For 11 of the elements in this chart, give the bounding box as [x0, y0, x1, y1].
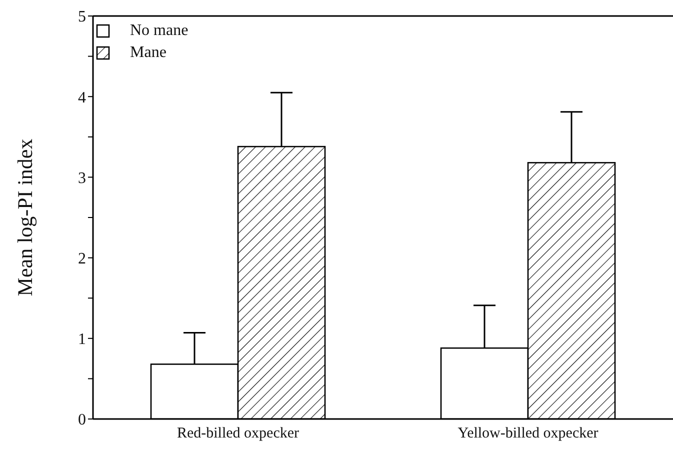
y-tick-label: 3	[78, 170, 86, 187]
y-tick-label: 2	[78, 250, 86, 268]
y-axis-title: Mean log-PI index	[13, 138, 37, 296]
legend-label: No mane	[130, 21, 188, 41]
x-tick-label: Yellow-billed oxpecker	[458, 426, 598, 442]
y-tick-label: 4	[78, 89, 86, 106]
y-tick-label: 0	[78, 412, 86, 429]
y-tick-label: 1	[78, 331, 86, 348]
x-tick-label: Red-billed oxpecker	[176, 426, 300, 442]
y-tick-label: 5	[78, 8, 86, 26]
legend-label: Mane	[130, 43, 166, 63]
